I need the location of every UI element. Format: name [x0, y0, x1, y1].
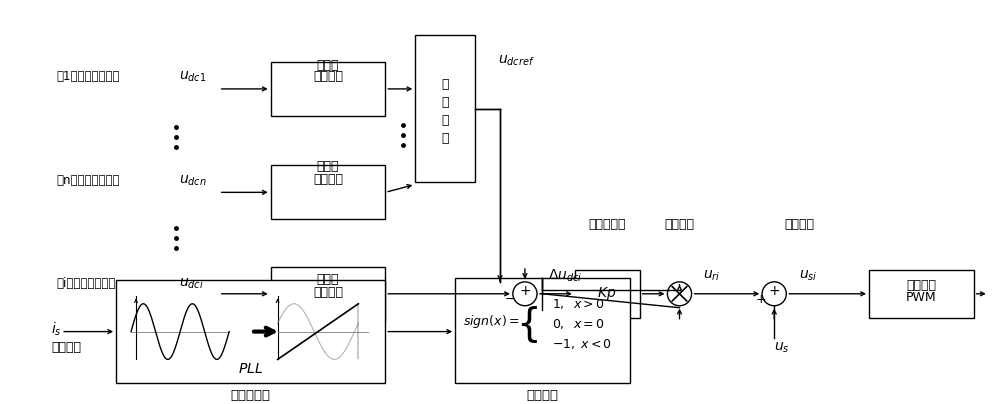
Text: 比例控制器: 比例控制器 — [588, 218, 625, 231]
Text: $\Delta u_{dci}$: $\Delta u_{dci}$ — [548, 268, 582, 284]
Text: 符号函数: 符号函数 — [526, 389, 558, 402]
Text: $0,\;\; x=0$: $0,\;\; x=0$ — [552, 317, 605, 330]
Text: $-1,\; x<0$: $-1,\; x<0$ — [552, 337, 612, 351]
Text: 滑动平均: 滑动平均 — [313, 70, 343, 84]
Bar — [575, 270, 640, 318]
Bar — [869, 270, 974, 318]
Ellipse shape — [762, 282, 786, 306]
Text: 半周波: 半周波 — [317, 59, 339, 72]
Text: $1,\;\; x>0$: $1,\;\; x>0$ — [552, 297, 605, 311]
Text: +: + — [768, 284, 780, 298]
Text: +: + — [756, 293, 767, 306]
Text: +: + — [519, 284, 531, 298]
Bar — [271, 267, 385, 321]
Ellipse shape — [667, 282, 692, 306]
Text: 单相锁相环: 单相锁相环 — [231, 389, 271, 402]
Text: 値: 値 — [441, 132, 449, 145]
Text: 第n个模块直流电压: 第n个模块直流电压 — [56, 174, 120, 187]
Bar — [455, 278, 630, 383]
Text: 输出电压: 输出电压 — [784, 218, 814, 231]
Text: 半周波: 半周波 — [317, 274, 339, 286]
Text: 第1个模块直流电压: 第1个模块直流电压 — [56, 70, 120, 84]
Text: PWM: PWM — [906, 291, 937, 304]
Text: $sign(x) = $: $sign(x) = $ — [463, 313, 520, 330]
Text: $Kp$: $Kp$ — [597, 285, 616, 302]
Text: $u_{si}$: $u_{si}$ — [799, 269, 818, 283]
Text: 平: 平 — [441, 96, 449, 109]
Text: 输出电流: 输出电流 — [51, 341, 81, 354]
Text: 滑动平均: 滑动平均 — [313, 173, 343, 186]
Bar — [271, 62, 385, 116]
Text: $u_{dcref}$: $u_{dcref}$ — [498, 54, 535, 68]
Text: 半周波: 半周波 — [317, 160, 339, 173]
Text: $i_s$: $i_s$ — [51, 321, 62, 338]
Text: 均: 均 — [441, 114, 449, 127]
Text: −: − — [505, 293, 515, 306]
Text: $u_{dcn}$: $u_{dcn}$ — [179, 173, 207, 187]
Text: $u_{dci}$: $u_{dci}$ — [179, 277, 204, 291]
Text: $u_{dc1}$: $u_{dc1}$ — [179, 70, 206, 84]
Text: $u_{ri}$: $u_{ri}$ — [703, 269, 721, 283]
Text: $PLL$: $PLL$ — [238, 362, 263, 377]
Text: $u_s$: $u_s$ — [774, 340, 790, 355]
Text: $\{$: $\{$ — [516, 304, 538, 345]
Ellipse shape — [513, 282, 537, 306]
Text: 第i个模块直流电压: 第i个模块直流电压 — [56, 278, 116, 290]
Text: 载波移相: 载波移相 — [906, 279, 936, 292]
Bar — [116, 280, 385, 383]
Bar — [271, 166, 385, 219]
Bar — [415, 35, 475, 182]
Text: 滑动平均: 滑动平均 — [313, 286, 343, 299]
Text: 均压分量: 均压分量 — [664, 218, 694, 231]
Text: 取: 取 — [441, 78, 449, 91]
